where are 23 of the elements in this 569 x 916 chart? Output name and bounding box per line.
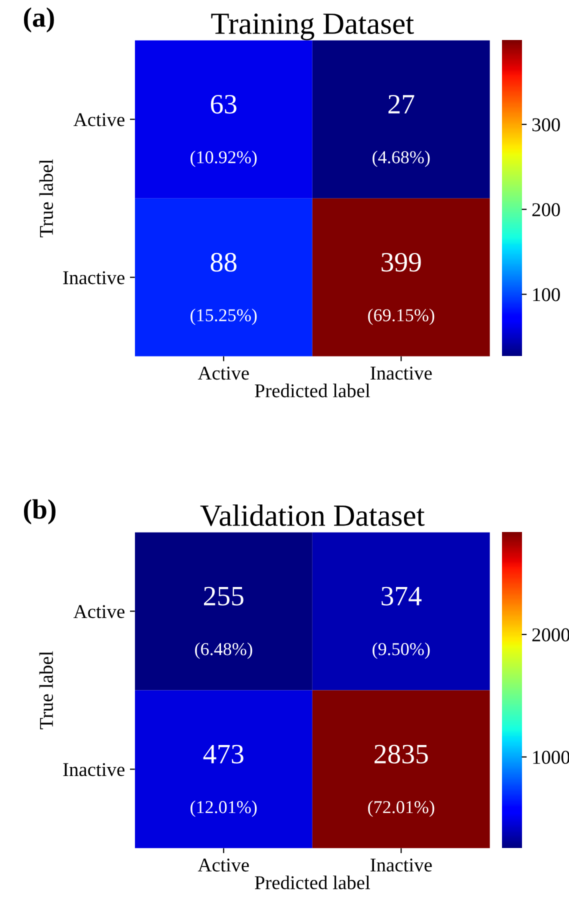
y-tick-label: Active xyxy=(73,113,124,126)
text: 473 (12.01%) xyxy=(190,744,257,817)
text: 27 (4.68%) xyxy=(372,94,430,167)
text: (b) xyxy=(24,499,56,524)
text: 88 (15.25%) xyxy=(190,252,257,326)
text: 2835 (72.01%) xyxy=(368,744,434,817)
color-bar-label: 200 xyxy=(532,203,560,216)
color-bar-label: 100 xyxy=(533,288,560,302)
text: 374 (9.50%) xyxy=(372,586,430,659)
y-tick-label: Inactive xyxy=(63,763,124,776)
y-axis-title: True label xyxy=(39,651,54,730)
y-tick-label: Active xyxy=(73,605,124,618)
x-axis-title: Predicted label xyxy=(254,876,370,890)
chart-title: Validation Dataset xyxy=(200,504,425,526)
text: 63 (10.92%) xyxy=(190,94,257,167)
x-axis-title: Predicted label xyxy=(254,384,370,398)
text: (a) xyxy=(24,7,54,33)
text: 255 (6.48%) xyxy=(195,586,252,659)
y-tick-label: Inactive xyxy=(63,271,124,284)
color-bar-label: 300 xyxy=(532,118,560,132)
text: 399 (69.15%) xyxy=(368,252,434,326)
chart-title: Training Dataset xyxy=(211,13,414,40)
y-axis-title: True label xyxy=(39,159,54,238)
